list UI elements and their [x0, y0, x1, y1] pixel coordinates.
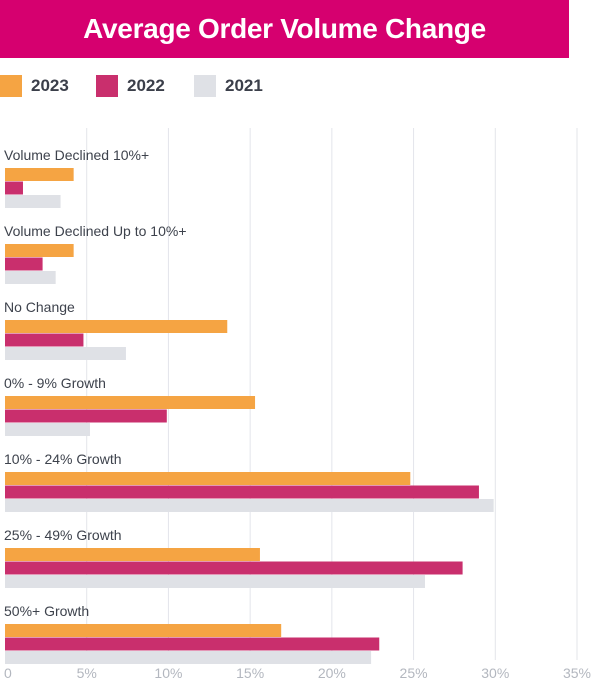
bar-2022: [5, 561, 463, 575]
x-tick-label: 25%: [400, 665, 428, 681]
category-label: 50%+ Growth: [4, 603, 89, 619]
x-tick-label: 0: [4, 665, 12, 681]
x-tick-label: 5%: [77, 665, 97, 681]
bar-2023: [5, 624, 282, 637]
category-label: 25% - 49% Growth: [4, 527, 122, 543]
category-label: Volume Declined 10%+: [4, 147, 149, 163]
bar-2023: [5, 396, 256, 409]
legend-label-2022: 2022: [127, 76, 165, 95]
x-tick-label: 30%: [481, 665, 509, 681]
bar-2021: [5, 499, 494, 512]
category-label: 0% - 9% Growth: [4, 375, 106, 391]
bar-2022: [5, 257, 43, 271]
category-label: No Change: [4, 299, 75, 315]
x-tick-label: 15%: [236, 665, 264, 681]
bar-2021: [5, 271, 56, 284]
bar-2022: [5, 181, 23, 195]
bar-2021: [5, 651, 372, 664]
bar-2022: [5, 637, 380, 651]
legend-label-2023: 2023: [31, 76, 69, 95]
category-label: 10% - 24% Growth: [4, 451, 122, 467]
bar-2023: [5, 244, 74, 257]
bar-2022: [5, 333, 84, 347]
bar-2022: [5, 409, 167, 423]
category-label: Volume Declined Up to 10%+: [4, 223, 187, 239]
legend-item-2021: 2021: [194, 74, 263, 98]
x-tick-label: 20%: [318, 665, 346, 681]
bar-2023: [5, 472, 411, 485]
legend-item-2023: 2023: [0, 74, 69, 98]
bar-2021: [5, 347, 126, 360]
chart-title: Average Order Volume Change: [83, 13, 486, 44]
bar-2021: [5, 423, 90, 436]
legend-label-2021: 2021: [225, 76, 263, 95]
bar-2021: [5, 195, 61, 208]
legend-swatch-2023: [0, 75, 22, 97]
bar-2021: [5, 575, 426, 588]
legend-swatch-2022: [96, 75, 118, 97]
legend-swatch-2021: [194, 75, 216, 97]
bar-2023: [5, 320, 228, 333]
bar-2023: [5, 168, 74, 181]
bar-2023: [5, 548, 260, 561]
x-tick-label: 10%: [154, 665, 182, 681]
x-tick-label: 35%: [563, 665, 591, 681]
bar-2022: [5, 485, 479, 499]
title-banner: Average Order Volume Change: [0, 0, 569, 58]
legend-item-2022: 2022: [96, 74, 165, 98]
